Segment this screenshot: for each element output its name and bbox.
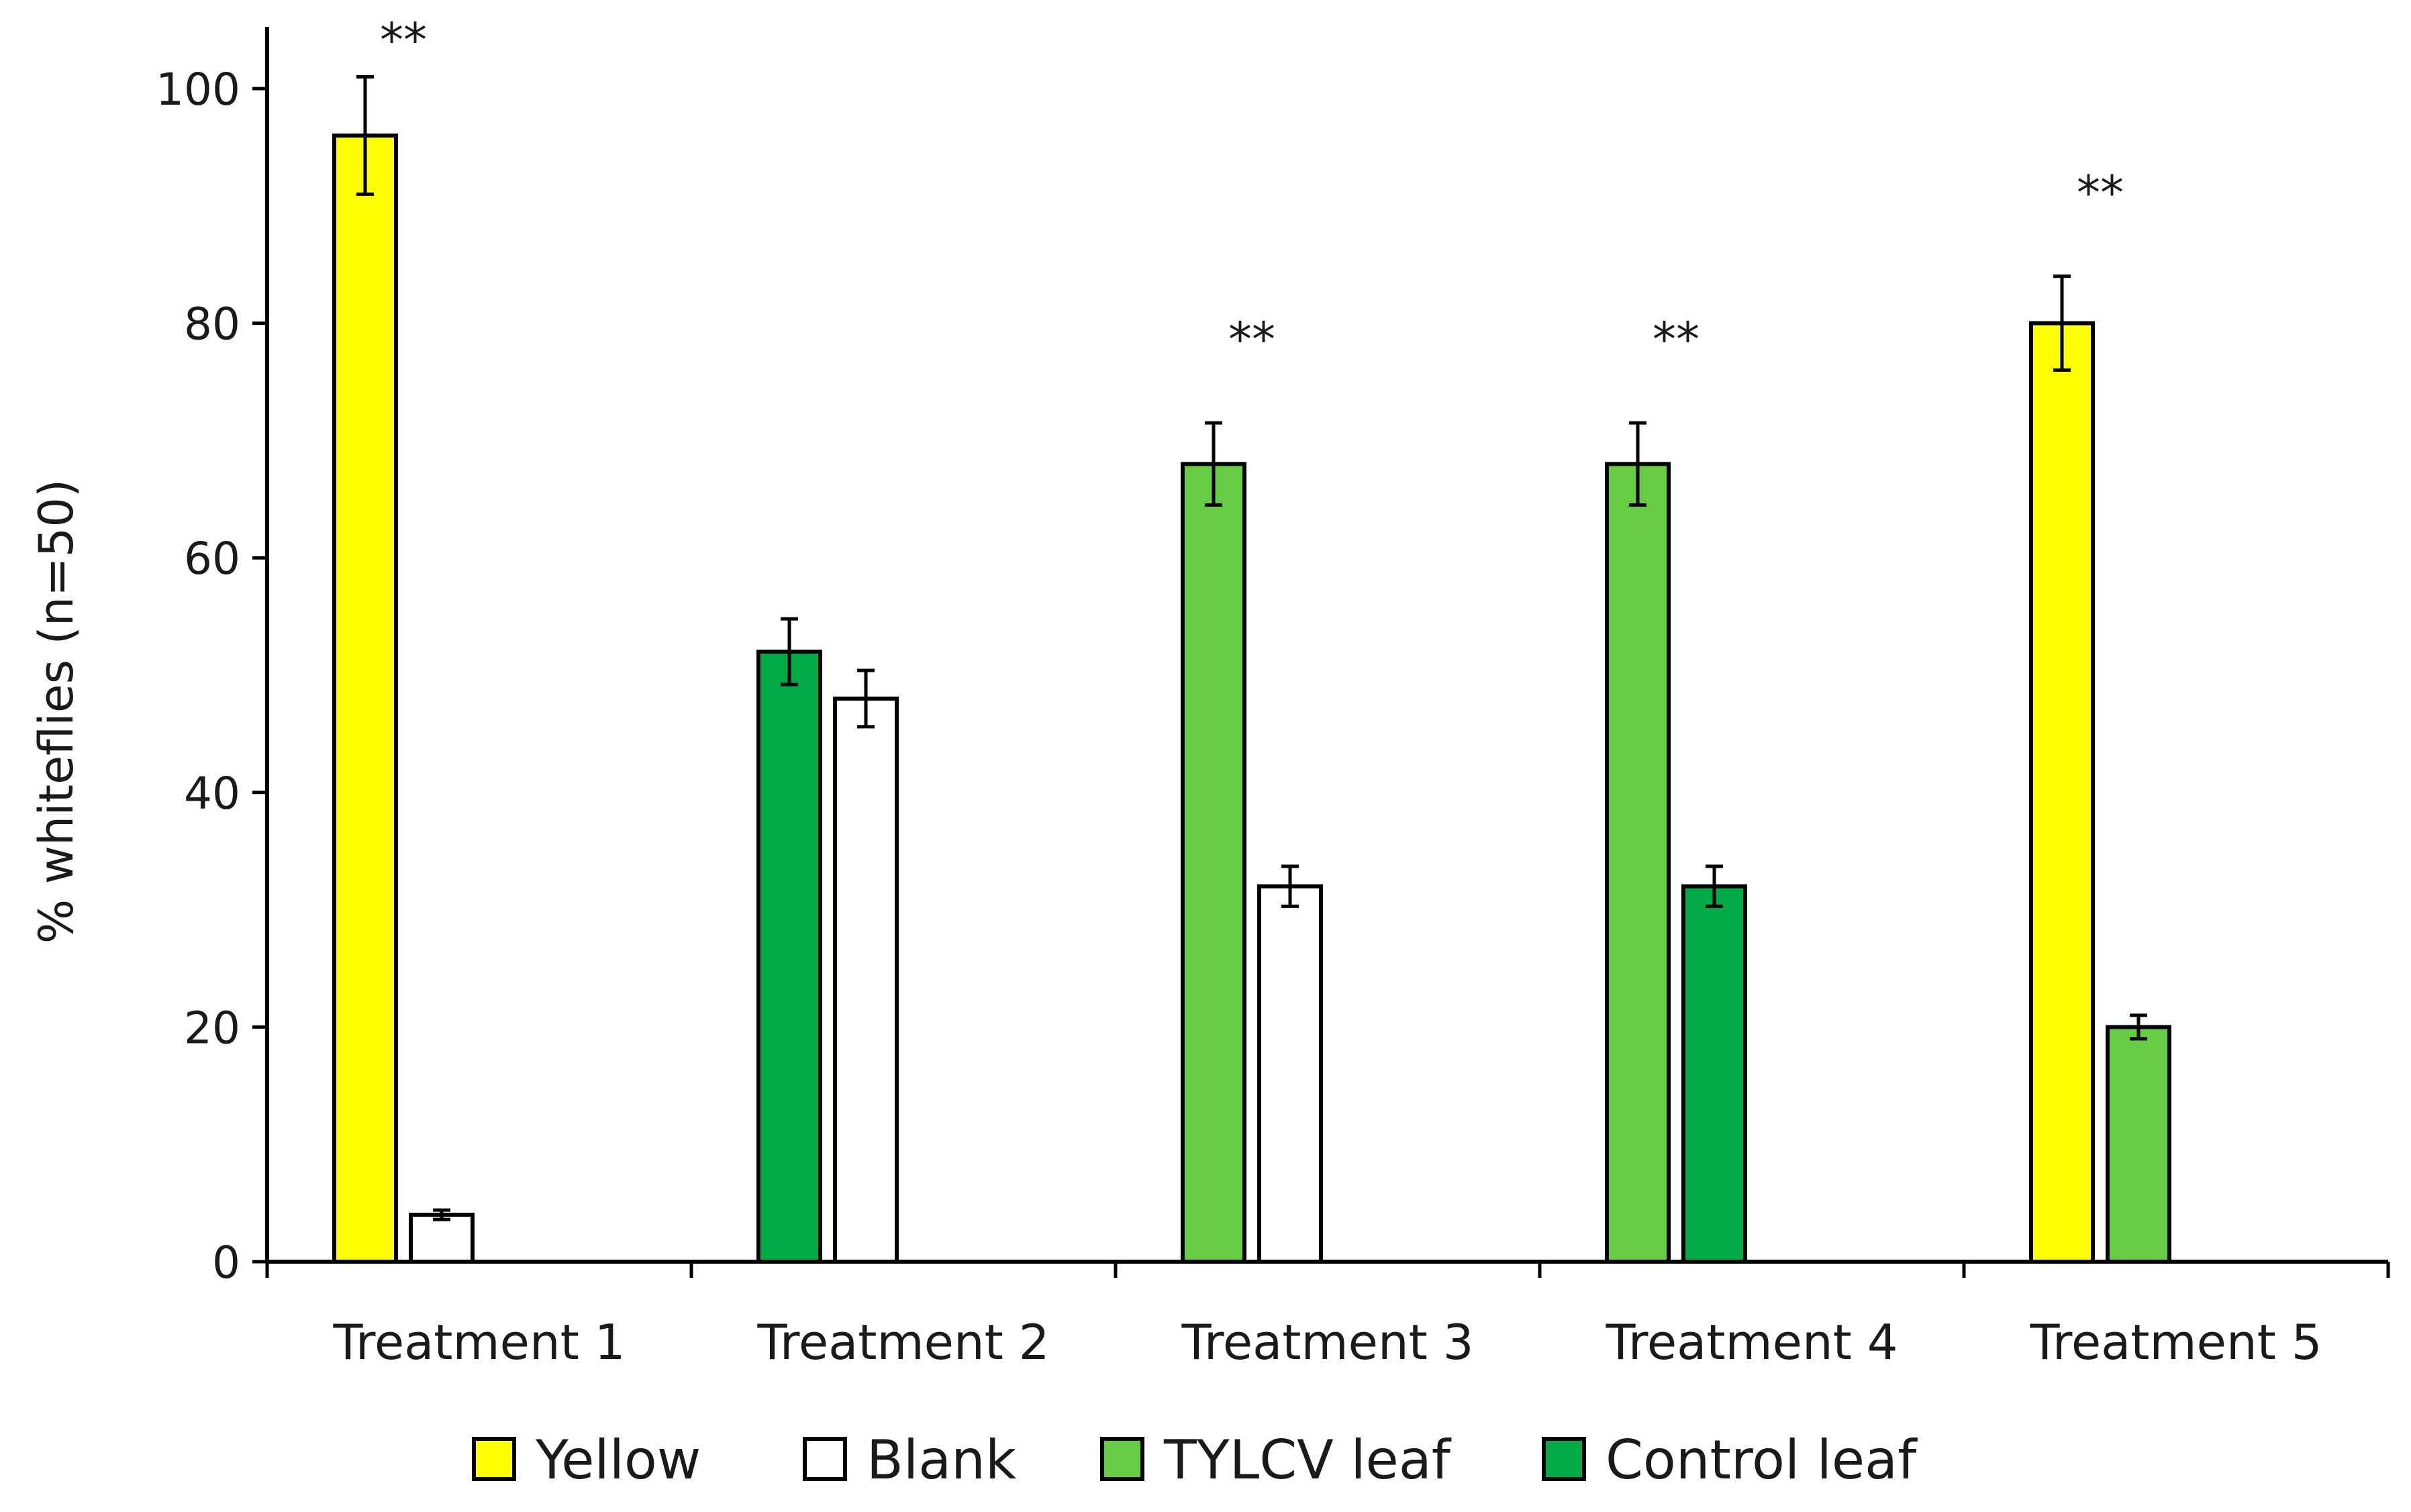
x-tick-label: Treatment 2 (756, 1314, 1049, 1370)
x-tick-label: Treatment 1 (332, 1314, 625, 1370)
bar-treatment-5-yellow (2029, 321, 2095, 1264)
bar-treatment-1-blank (409, 1213, 475, 1264)
y-tick-label: 100 (156, 64, 240, 115)
legend: Yellow Blank TYLCV leaf Control leaf (472, 1429, 1918, 1491)
bar-treatment-3-tylcv-leaf (1181, 462, 1246, 1264)
x-ticks: Treatment 1 Treatment 2 Treatment 3 Treatme… (265, 1262, 2390, 1370)
legend-item-yellow: Yellow (472, 1429, 701, 1491)
bar-treatment-4-tylcv-leaf (1605, 462, 1671, 1264)
legend-swatch (803, 1437, 847, 1481)
significance-marker: ** (2077, 166, 2124, 221)
legend-item-blank: Blank (803, 1429, 1017, 1491)
error-bar (1205, 421, 1222, 507)
error-bar (1281, 864, 1299, 908)
error-bars-layer (356, 75, 2147, 1221)
error-bar (781, 617, 798, 687)
y-tick-label: 80 (184, 299, 240, 350)
error-bar (2053, 274, 2071, 372)
y-axis-label: % whiteflies (n=50) (29, 479, 84, 944)
y-tick-label: 60 (184, 533, 240, 585)
legend-swatch (472, 1437, 516, 1481)
significance-layer: ** ** ** ** (380, 13, 2124, 367)
significance-marker: ** (1228, 312, 1275, 367)
bar-treatment-4-control-leaf (1681, 884, 1747, 1264)
bar-treatment-3-blank (1257, 884, 1323, 1264)
bar-treatment-5-tylcv-leaf (2106, 1025, 2171, 1264)
legend-item-control-leaf: Control leaf (1542, 1429, 1918, 1491)
error-bar (356, 75, 374, 196)
bar-treatment-2-control-leaf (756, 650, 822, 1264)
legend-item-tylcv-leaf: TYLCV leaf (1100, 1429, 1452, 1491)
legend-swatch (1100, 1437, 1144, 1481)
legend-label: TYLCV leaf (1163, 1429, 1452, 1491)
x-tick-label: Treatment 5 (2029, 1314, 2322, 1370)
legend-label: Control leaf (1606, 1429, 1918, 1491)
bar-treatment-2-blank (833, 696, 899, 1264)
error-bar (433, 1208, 450, 1221)
y-tick-label: 20 (184, 1002, 240, 1054)
legend-label: Blank (867, 1429, 1017, 1491)
significance-marker: ** (380, 13, 427, 68)
legend-swatch (1542, 1437, 1586, 1481)
bars-layer (332, 133, 2171, 1264)
legend-label: Yellow (535, 1429, 701, 1491)
error-bar (1629, 421, 1646, 507)
y-tick-label: 0 (212, 1237, 240, 1289)
error-bar (1706, 864, 1723, 908)
error-bar (2130, 1013, 2147, 1041)
y-ticks: 0 20 40 60 80 100 (156, 64, 267, 1289)
bar-treatment-1-yellow (332, 133, 398, 1264)
error-bar (857, 668, 875, 729)
x-tick-label: Treatment 4 (1605, 1314, 1898, 1370)
y-tick-label: 40 (184, 768, 240, 819)
significance-marker: ** (1653, 312, 1700, 367)
x-tick-label: Treatment 3 (1181, 1314, 1473, 1370)
